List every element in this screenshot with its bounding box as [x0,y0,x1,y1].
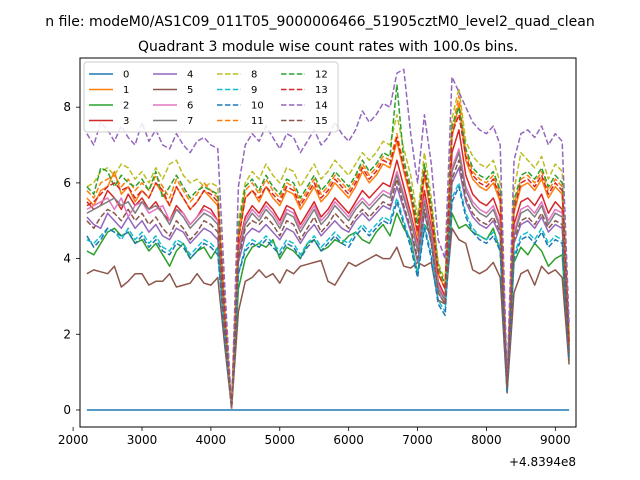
x-offset-label: +4.8394e8 [509,455,576,469]
x-axis: 2000 3000 4000 5000 6000 7000 8000 9000 [58,427,571,447]
series-layer [86,68,570,411]
y-tick-label: 8 [63,100,71,114]
series-line-4 [86,167,570,409]
chart-title: Quadrant 3 module wise count rates with … [138,39,518,55]
legend-label-3: 3 [123,116,129,127]
y-tick-label: 4 [63,252,71,266]
plot-frame [79,57,577,428]
legend-label-8: 8 [251,70,257,81]
legend-label-13: 13 [315,85,328,96]
x-tick-label: 6000 [333,433,364,447]
y-tick-label: 6 [63,176,71,190]
y-axis: 0 2 4 6 8 [63,100,80,417]
x-tick-label: 4000 [196,433,227,447]
legend-label-12: 12 [315,70,328,81]
series-line-7 [86,151,570,409]
legend-box [83,61,339,133]
series-line-5 [86,227,570,409]
series-line-13 [86,114,570,409]
series-line-10 [86,185,570,409]
series-line-3 [86,129,570,409]
series-line-6 [86,148,570,409]
series-line-2 [86,212,570,409]
y-tick-label: 2 [63,327,71,341]
legend-label-7: 7 [187,116,193,127]
legend-label-1: 1 [123,85,129,96]
series-line-8 [86,87,570,409]
series-line-9 [86,182,570,409]
legend-label-11: 11 [251,116,264,127]
x-tick-label: 5000 [265,433,296,447]
x-tick-label: 7000 [402,433,433,447]
series-line-15 [86,159,570,409]
y-tick-label: 0 [63,403,71,417]
series-line-12 [86,83,570,409]
legend-label-2: 2 [123,101,129,112]
x-tick-label: 8000 [471,433,502,447]
legend-label-10: 10 [251,101,264,112]
legend-label-6: 6 [187,101,193,112]
legend-label-9: 9 [251,85,257,96]
series-line-11 [86,95,570,409]
x-tick-label: 9000 [540,433,571,447]
legend-label-5: 5 [187,85,193,96]
legend-label-0: 0 [123,70,129,81]
x-tick-label: 3000 [127,433,158,447]
legend-label-4: 4 [187,70,193,81]
legend-label-14: 14 [315,101,328,112]
x-tick-label: 2000 [58,433,89,447]
figure-suptitle: n file: modeM0/AS1C09_011T05_9000006466_… [45,14,594,30]
legend-label-15: 15 [315,116,328,127]
